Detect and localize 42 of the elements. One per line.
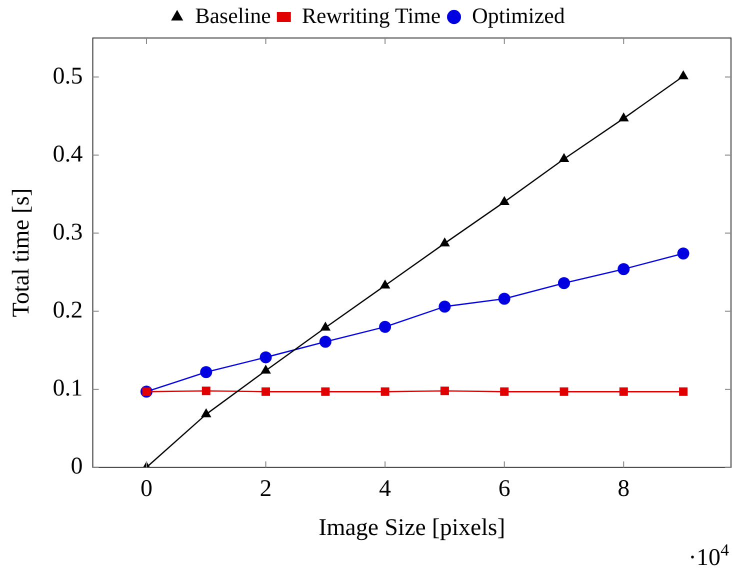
x-tick-label: 4 — [379, 476, 392, 502]
point — [558, 277, 570, 290]
legend-label: Baseline — [195, 2, 271, 28]
x-tick-label: 2 — [260, 476, 272, 502]
point — [320, 322, 331, 331]
point — [619, 387, 628, 396]
point — [262, 387, 270, 396]
point — [202, 386, 210, 396]
point — [500, 387, 509, 396]
x-tick-label: 8 — [618, 476, 630, 502]
point — [679, 387, 688, 396]
point — [498, 292, 510, 305]
y-tick-label: 0.3 — [52, 219, 83, 246]
point — [319, 336, 332, 348]
point — [200, 366, 212, 378]
point — [438, 300, 451, 313]
x-tick-label: 6 — [498, 476, 510, 502]
point — [321, 387, 330, 396]
point — [618, 112, 629, 122]
point — [618, 263, 630, 276]
point — [678, 70, 688, 80]
point — [558, 153, 570, 162]
x-axis-title: Image Size [pixels] — [318, 514, 506, 541]
y-tick-label: 0.4 — [52, 141, 83, 168]
y-axis-title: Total time [s] — [8, 188, 35, 318]
y-tick-label: 0.2 — [52, 298, 83, 324]
y-tick-label: 0.5 — [52, 63, 83, 90]
x-tick-label: 0 — [140, 476, 152, 502]
point — [379, 320, 392, 333]
legend-label: Optimized — [472, 2, 565, 28]
point — [260, 351, 272, 364]
point — [380, 387, 390, 396]
point — [380, 279, 390, 288]
y-tick-label: 0 — [70, 454, 83, 480]
point — [499, 196, 510, 205]
point — [440, 386, 449, 396]
y-tick-label: 0.1 — [52, 376, 83, 402]
legend-label: Rewriting Time — [302, 2, 441, 28]
point — [560, 387, 568, 396]
point — [677, 247, 690, 260]
point — [260, 364, 271, 374]
point — [440, 237, 450, 246]
